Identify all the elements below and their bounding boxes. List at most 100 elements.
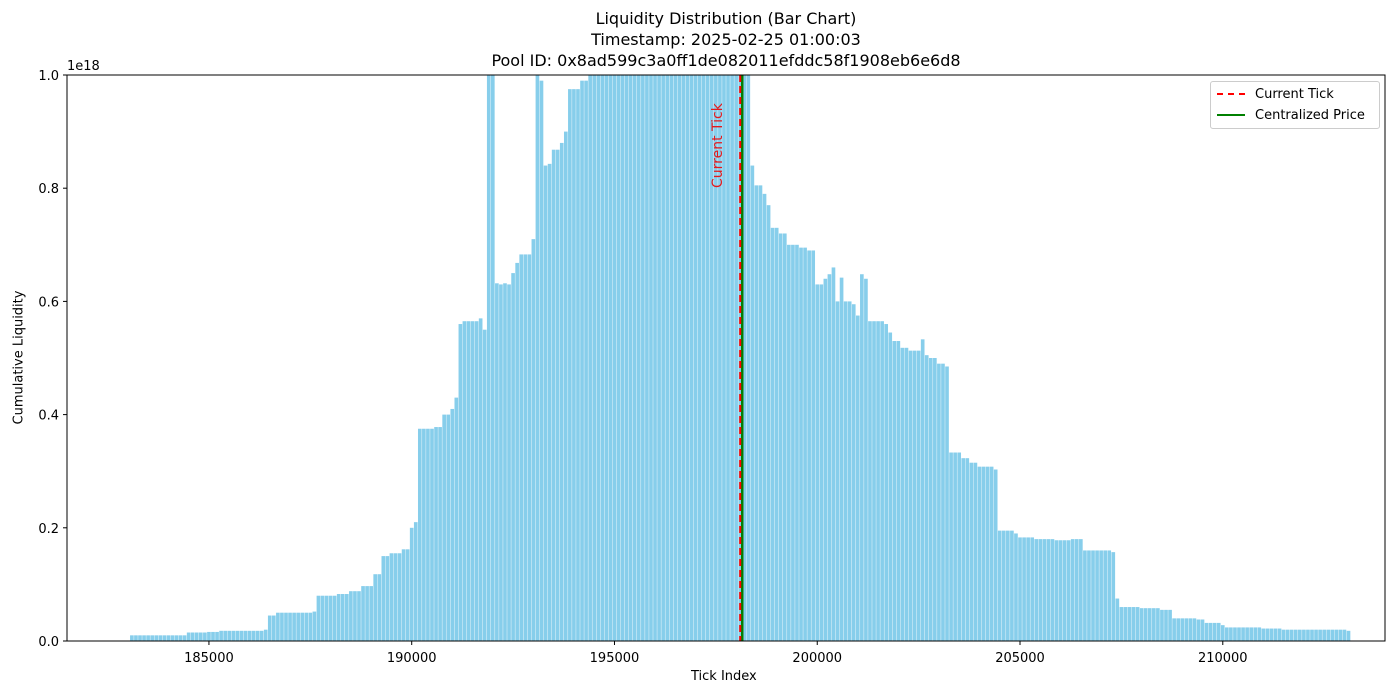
bar [1237,627,1241,641]
bar [1188,618,1193,641]
bar [1030,537,1035,641]
bar [292,612,296,641]
bar [284,612,288,641]
bar [669,75,674,641]
bar [941,363,945,641]
bar [568,89,572,641]
bar [409,527,414,641]
bar [482,329,487,641]
bar [1233,627,1237,641]
x-tick-label: 210000 [1198,651,1248,666]
bar [1135,607,1140,641]
bar [782,233,787,642]
bar [1079,539,1083,641]
x-tick-label: 200000 [792,651,842,666]
x-axis: 185000 190000 195000 200000 205000 210000 [184,641,1248,666]
bar [296,612,300,641]
bar [470,321,475,641]
bar [1115,598,1120,641]
bar [1220,625,1225,641]
bar [791,244,795,642]
bar [203,632,207,641]
bar [1095,550,1099,641]
bar [138,635,142,641]
bar [308,612,313,641]
bar [207,631,211,641]
bar [904,347,909,641]
bar [1326,629,1331,641]
bar [819,284,824,641]
bar [1091,550,1095,641]
bar [446,414,451,641]
bar [1131,607,1136,641]
bar [807,250,811,641]
bar [1265,628,1270,641]
bar [884,324,889,641]
bar [908,350,913,641]
bar [1208,622,1213,641]
bar [417,428,422,641]
bar [551,149,556,641]
bar [912,350,917,641]
bar [616,75,621,641]
y-scale-label: 1e18 [67,59,100,74]
bar [953,452,957,641]
bar [1184,618,1189,641]
bar [641,75,645,641]
bar [697,75,702,641]
bar [547,163,552,642]
x-tick-label: 205000 [995,651,1045,666]
bar [835,301,840,641]
bar [1225,627,1229,641]
bar [580,80,584,641]
bar [219,630,223,641]
bar [1229,627,1233,641]
bar [864,278,868,641]
x-tick-label: 190000 [387,651,437,666]
bar [762,193,767,642]
bar [1245,627,1249,641]
y-tick-label: 1.0 [38,69,59,84]
bar [495,283,499,641]
bar [1289,629,1294,641]
bar [340,594,345,641]
bar [620,75,625,641]
bar [799,247,803,641]
bar [839,277,844,641]
bar [961,458,966,641]
bar [267,615,272,641]
bar [993,469,998,641]
bar [401,549,406,641]
bar [288,612,292,641]
bar [259,630,264,641]
bar [985,466,990,641]
bar [892,341,897,641]
bar [227,630,232,641]
bar [276,612,280,641]
bar [600,75,605,641]
bar [381,556,386,641]
bar [1257,627,1262,641]
bar [681,75,686,641]
bar [831,267,836,641]
bar [750,165,755,641]
bar [1046,539,1051,641]
bar [365,586,369,641]
bar [1261,628,1266,641]
bar [369,586,373,641]
bars-layer [130,75,1351,642]
bar [888,332,893,641]
bar [1147,608,1152,641]
bar [389,553,394,641]
bar [223,630,227,641]
legend-label-centralized-price: Centralized Price [1255,107,1365,123]
y-axis: 0.0 0.2 0.4 0.6 0.8 1.0 [38,69,67,650]
bar [726,75,730,641]
bar [182,635,187,641]
bar [150,635,154,641]
bar [142,635,146,641]
bar [377,574,382,641]
bar [1342,629,1347,641]
bar [592,75,597,641]
